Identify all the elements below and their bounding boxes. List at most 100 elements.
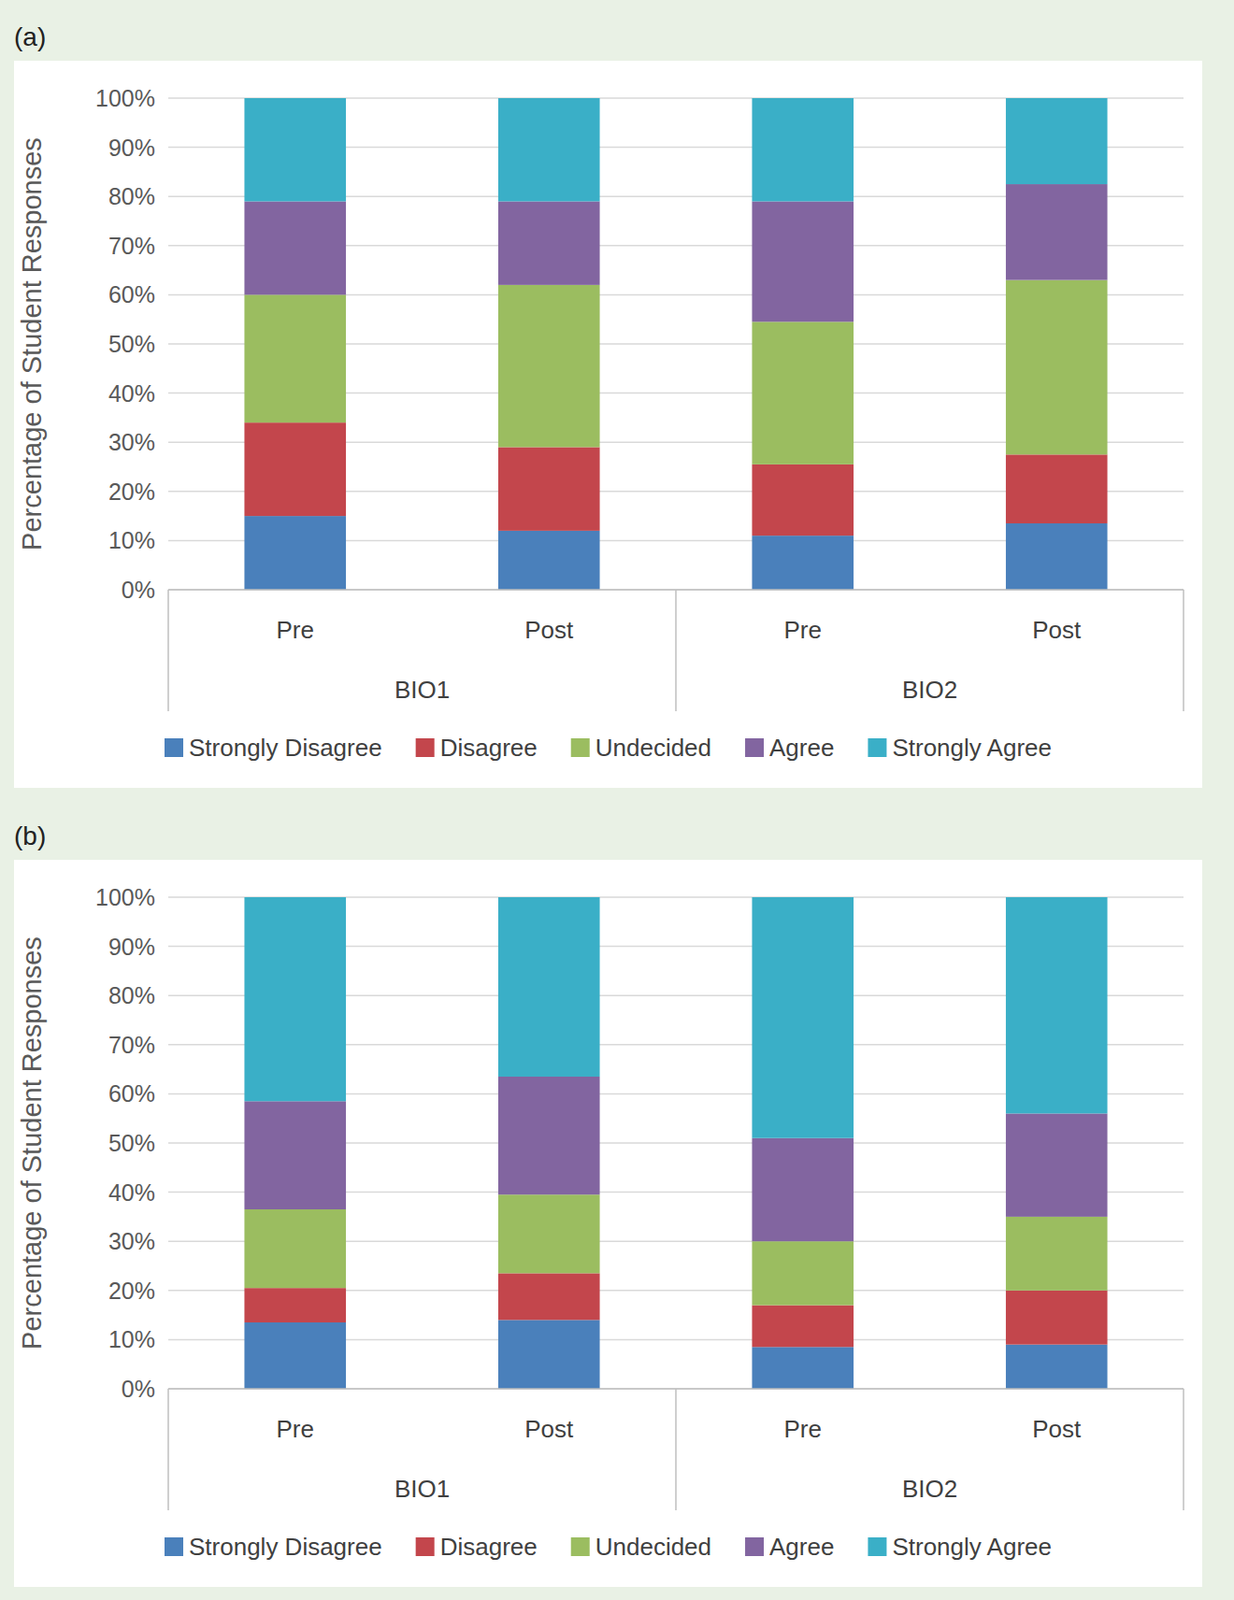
group-label: BIO2 [902,675,958,704]
bar-segment [243,294,346,423]
group-separator [1182,589,1185,712]
x-tick-label: Post [524,1415,574,1444]
y-tick-label: 100% [95,85,156,112]
panel-background [14,60,1203,789]
bar-segment [1005,98,1108,185]
legend: Strongly Disagree Disagree Undecided Agree S… [164,1533,1052,1562]
bar-segment [498,530,601,590]
legend-swatch [416,738,435,758]
bar-segment [751,1241,854,1306]
bars-group [243,98,1107,590]
legend-swatch [164,738,184,758]
y-tick-label: 90% [108,933,156,961]
bar-segment [243,200,346,295]
bar-segment [1005,1217,1108,1292]
panel-label: (a) [14,22,46,52]
legend-swatch [867,1537,887,1557]
y-tick-label: 50% [108,330,156,358]
group-separator [167,1389,170,1511]
y-tick-label: 50% [108,1130,156,1157]
bar-segment [1005,184,1108,281]
bar-segment [1005,523,1108,590]
x-tick-label: Post [524,616,574,645]
x-tick-label: Pre [784,616,822,645]
bars-group [243,897,1107,1390]
bar-segment [243,897,346,1102]
bar-segment [1005,897,1108,1114]
x-tick-label: Post [1032,1415,1082,1444]
bar-segment [1005,1113,1108,1217]
page-background [0,0,1234,1600]
legend-label: Agree [769,733,834,762]
y-tick-label: 100% [95,884,156,911]
bar-segment [243,1288,346,1323]
legend-swatch [571,1537,590,1557]
bar-segment [243,516,346,590]
y-tick-label: 30% [108,429,156,456]
bar-segment [498,1320,601,1390]
y-tick-label: 80% [108,982,156,1009]
bar-segment [751,1347,854,1390]
group-label: BIO1 [394,675,450,704]
y-tick-label: 10% [108,1326,156,1353]
y-tick-label: 40% [108,380,156,407]
y-tick-label: 20% [108,1277,156,1305]
y-tick-label: 30% [108,1228,156,1255]
group-separator [167,589,170,712]
panel-label: (b) [14,821,46,851]
y-tick-label: 90% [108,134,156,161]
chart-canvas: (a) 0% 10% 20% 30% 40% 50% 60% 70% 80% 90% 100% Perc… [0,0,1234,1600]
bar-segment [751,1138,854,1242]
legend-label: Strongly Disagree [188,1533,383,1562]
y-tick-label: 60% [108,281,156,308]
y-tick-label: 10% [108,527,156,554]
bar-segment [751,321,854,465]
y-tick-label: 0% [121,1376,156,1403]
legend-label: Agree [769,1533,834,1562]
y-tick-label: 0% [121,576,156,603]
legend-label: Strongly Disagree [188,733,383,762]
group-label: BIO2 [902,1475,958,1504]
group-separator [1182,1389,1185,1511]
bar-segment [498,1194,601,1274]
legend-label: Disagree [440,733,538,762]
legend-label: Undecided [595,1533,712,1562]
group-separator [674,1389,677,1511]
legend-label: Strongly Agree [891,733,1052,762]
x-tick-label: Post [1032,616,1082,645]
legend-swatch [571,738,590,758]
legend-label: Disagree [440,1533,538,1562]
bar-segment [498,1273,601,1321]
bar-segment [498,285,601,448]
panel-background [14,860,1203,1588]
bar-segment [243,98,346,201]
group-separator [674,589,677,712]
legend-swatch [416,1537,435,1557]
bar-segment [498,897,601,1077]
legend-swatch [867,738,887,758]
bar-segment [498,98,601,201]
bar-segment [498,1076,601,1195]
bar-segment [1005,1291,1108,1346]
bar-segment [243,1101,346,1210]
group-label: BIO1 [394,1475,450,1504]
legend-label: Strongly Agree [891,1533,1052,1562]
x-tick-label: Pre [276,1415,315,1444]
bar-segment [751,98,854,201]
bar-segment [751,1305,854,1349]
y-axis-label: Percentage of Student Responses [16,936,47,1350]
y-tick-label: 80% [108,183,156,210]
x-tick-label: Pre [276,616,315,645]
bar-segment [243,422,346,517]
legend-swatch [745,1537,764,1557]
bar-segment [751,464,854,536]
y-tick-label: 70% [108,232,156,259]
bar-segment [498,200,601,285]
y-tick-label: 70% [108,1032,156,1059]
y-tick-label: 20% [108,478,156,505]
bar-segment [1005,454,1108,524]
x-tick-label: Pre [784,1415,822,1444]
legend: Strongly DisagreeDisagreeUndecidedAgreeS… [164,733,1052,762]
legend-swatch [164,1537,184,1557]
legend-swatch [745,738,764,758]
